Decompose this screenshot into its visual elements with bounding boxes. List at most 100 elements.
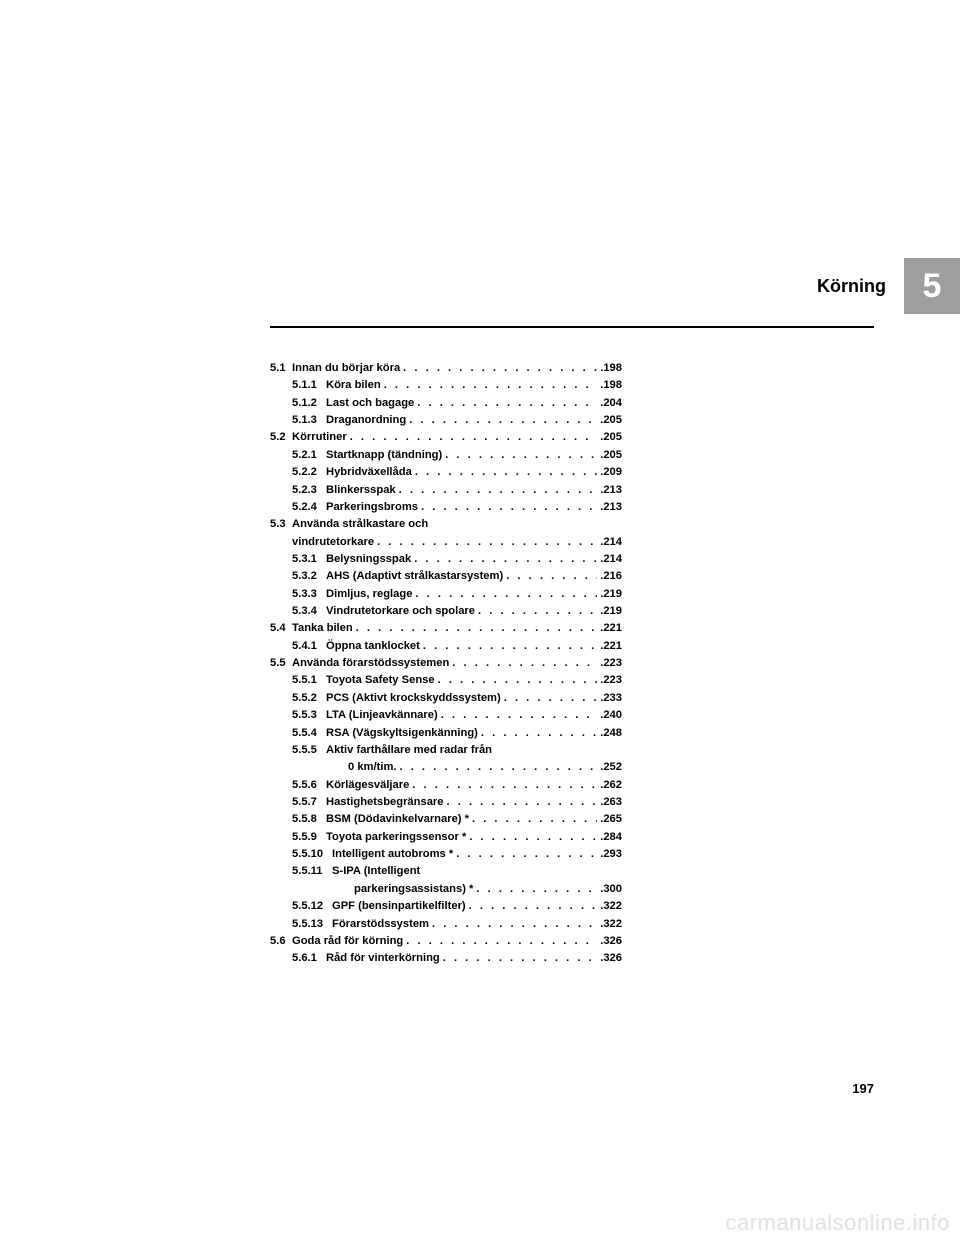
toc-leader: [504, 690, 597, 707]
toc-leader: [438, 672, 598, 689]
toc-item-label: 5.5.13Förarstödssystem: [292, 916, 429, 933]
toc-item-label: 5.2.1Startknapp (tändning): [292, 447, 442, 464]
toc-section-row: 5.2Körrutiner.205: [270, 429, 622, 446]
toc-item-label: 5.5.9Toyota parkeringssensor *: [292, 829, 466, 846]
toc-item-row: 5.5.1Toyota Safety Sense.223: [270, 672, 622, 689]
toc-item-row: 5.3.2AHS (Adaptivt strålkastarsystem).21…: [270, 568, 622, 585]
toc-page: .262: [600, 777, 622, 794]
toc-item-row: 5.5.2PCS (Aktivt krockskyddssystem) .233: [270, 690, 622, 707]
toc-section: 5.5Använda förarstödssystemen.2235.5.1To…: [270, 655, 622, 933]
toc-page: .300: [600, 881, 622, 898]
toc-item-label: 5.5.11S-IPA (Intelligent: [292, 863, 420, 880]
toc-page: .223: [600, 655, 622, 672]
page-number: 197: [852, 1081, 874, 1096]
toc-item-row: 5.2.2Hybridväxellåda.209: [270, 464, 622, 481]
chapter-title: Körning: [817, 276, 886, 297]
toc-item-row: 5.3.4Vindrutetorkare och spolare .219: [270, 603, 622, 620]
toc-page: .293: [600, 846, 622, 863]
toc-page: .219: [600, 603, 622, 620]
toc-section: 5.6Goda råd för körning.3265.6.1Råd för …: [270, 933, 622, 968]
toc-page: .263: [600, 794, 622, 811]
toc-page: .221: [600, 638, 622, 655]
toc-leader: [441, 707, 598, 724]
toc-leader: [415, 586, 597, 603]
toc-leader: [403, 360, 597, 377]
toc-item-row: 5.1.1Köra bilen.198: [270, 377, 622, 394]
toc-item-label: 5.5.10Intelligent autobroms *: [292, 846, 453, 863]
toc-leader: [478, 603, 597, 620]
toc-item-row: 5.4.1Öppna tanklocket .221: [270, 638, 622, 655]
toc-item-label: 5.2.2Hybridväxellåda: [292, 464, 412, 481]
toc-leader: [506, 568, 597, 585]
toc-item-label: 5.1.3Draganordning: [292, 412, 406, 429]
toc-page: .213: [600, 499, 622, 516]
toc-item-row: 5.6.1Råd för vinterkörning.326: [270, 950, 622, 967]
toc-item-row: 5.5.13Förarstödssystem .322: [270, 916, 622, 933]
toc-leader: [472, 811, 597, 828]
toc-page: .205: [600, 447, 622, 464]
toc-item-row: 5.5.7Hastighetsbegränsare .263: [270, 794, 622, 811]
toc-leader: [399, 482, 598, 499]
toc-section-row: 5.4Tanka bilen.221: [270, 620, 622, 637]
toc-item-row: 5.2.1Startknapp (tändning) .205: [270, 447, 622, 464]
toc-section-row: vindrutetorkare .214: [270, 534, 622, 551]
toc-item-row: parkeringsassistans) * .300: [270, 881, 622, 898]
toc-item-label: 5.1.1Köra bilen: [292, 377, 381, 394]
toc-leader: [414, 551, 597, 568]
toc-item-row: 5.1.2Last och bagage.204: [270, 395, 622, 412]
chapter-tab: 5: [904, 258, 960, 314]
toc-leader: [443, 950, 597, 967]
toc-item-row: 5.5.8BSM (Dödavinkelvarnare) * .265: [270, 811, 622, 828]
toc-leader: [447, 794, 598, 811]
toc-item-row: 5.5.10Intelligent autobroms * .293: [270, 846, 622, 863]
toc-page: .252: [600, 759, 622, 776]
toc-page: .233: [600, 690, 622, 707]
toc-page: .213: [600, 482, 622, 499]
toc-leader: [400, 759, 598, 776]
toc-leader: [412, 777, 597, 794]
toc-item-row: 5.2.4Parkeringsbroms.213: [270, 499, 622, 516]
toc-item-label: 5.5.12GPF (bensinpartikelfilter): [292, 898, 466, 915]
toc-section: 5.2Körrutiner.2055.2.1Startknapp (tändni…: [270, 429, 622, 516]
toc-page: .265: [600, 811, 622, 828]
toc-item-label: 5.3.4Vindrutetorkare och spolare: [292, 603, 475, 620]
watermark: carmanualsonline.info: [725, 1210, 950, 1236]
toc-item-label: 5.6.1Råd för vinterkörning: [292, 950, 440, 967]
toc-item-label: 5.5.1Toyota Safety Sense: [292, 672, 435, 689]
toc-leader: [356, 620, 598, 637]
toc-item-label: parkeringsassistans) *: [292, 881, 473, 898]
toc-item-label: 0 km/tim.: [292, 759, 397, 776]
toc-page: .216: [600, 568, 622, 585]
toc-leader: [469, 829, 597, 846]
toc-item-row: 0 km/tim. .252: [270, 759, 622, 776]
toc-section-label: 5.5Använda förarstödssystemen: [270, 655, 449, 672]
toc-section: 5.4Tanka bilen.2215.4.1Öppna tanklocket.…: [270, 620, 622, 655]
toc-section-row: 5.6Goda råd för körning.326: [270, 933, 622, 950]
toc-leader: [415, 464, 597, 481]
toc-item-label: 5.5.4RSA (Vägskyltsigenkänning): [292, 725, 478, 742]
toc-item-row: 5.5.4RSA (Vägskyltsigenkänning) .248: [270, 725, 622, 742]
toc-item-label: 5.5.3LTA (Linjeavkännare): [292, 707, 438, 724]
toc-page: .205: [600, 412, 622, 429]
toc-section-label: vindrutetorkare: [270, 534, 374, 551]
toc-item-row: 5.5.5Aktiv farthållare med radar från: [270, 742, 622, 759]
toc-section: 5.1Innan du börjar köra.1985.1.1Köra bil…: [270, 360, 622, 429]
toc-item-row: 5.2.3Blinkersspak.213: [270, 482, 622, 499]
toc-page: .219: [600, 586, 622, 603]
toc-item-label: 5.5.8BSM (Dödavinkelvarnare) *: [292, 811, 469, 828]
toc-item-row: 5.3.3Dimljus, reglage.219: [270, 586, 622, 603]
toc-page: .214: [600, 534, 622, 551]
toc-page: .284: [600, 829, 622, 846]
toc-leader: [409, 412, 597, 429]
toc-item-label: 5.4.1Öppna tanklocket: [292, 638, 420, 655]
toc-section-row: 5.5Använda förarstödssystemen .223: [270, 655, 622, 672]
toc-section: 5.3Använda strålkastare ochvindrutetorka…: [270, 516, 622, 620]
toc-item-label: 5.5.7Hastighetsbegränsare: [292, 794, 444, 811]
toc-page: .248: [600, 725, 622, 742]
toc-page: .240: [600, 707, 622, 724]
toc-leader: [445, 447, 597, 464]
toc-page: .322: [600, 916, 622, 933]
header-divider: [270, 326, 874, 328]
toc-item-label: 5.5.2PCS (Aktivt krockskyddssystem): [292, 690, 501, 707]
toc-leader: [417, 395, 597, 412]
